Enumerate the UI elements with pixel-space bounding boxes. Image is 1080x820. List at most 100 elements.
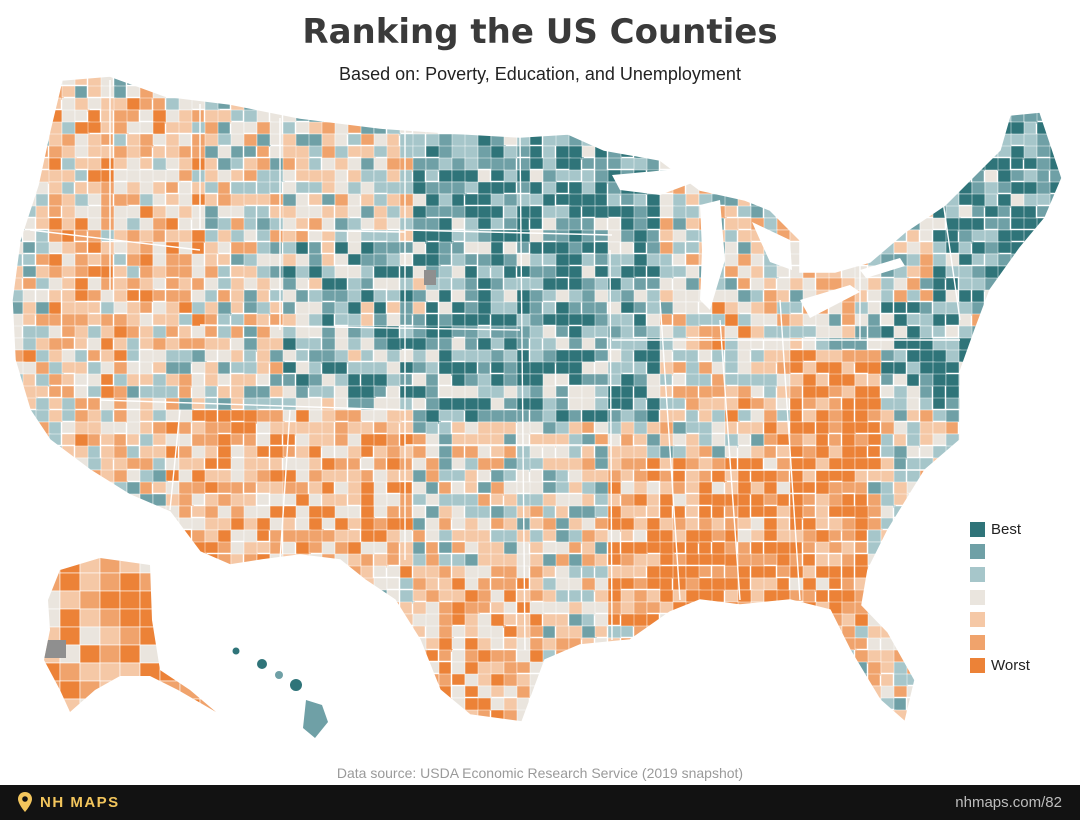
county-cell xyxy=(815,649,830,662)
county-cell xyxy=(854,721,869,722)
county-cell xyxy=(945,661,962,677)
county-cell xyxy=(984,421,1000,436)
county-cell xyxy=(412,685,426,700)
county-cell xyxy=(763,445,777,460)
county-cell xyxy=(724,121,739,136)
county-cell xyxy=(22,109,37,122)
county-cell xyxy=(1063,542,1077,553)
county-cell xyxy=(1049,541,1062,557)
county-cell xyxy=(776,445,792,458)
county-cell xyxy=(35,685,49,700)
county-cell xyxy=(61,193,78,208)
county-cell xyxy=(607,397,622,410)
county-cell xyxy=(282,721,297,722)
county-cell xyxy=(880,349,897,362)
county-cell xyxy=(22,589,38,604)
county-cell xyxy=(1049,625,1062,641)
county-cell xyxy=(594,649,609,663)
county-cell xyxy=(347,493,362,506)
county-cell xyxy=(1036,385,1052,398)
county-cell xyxy=(698,397,714,411)
county-cell xyxy=(386,76,402,87)
brand-logo[interactable]: NH MAPS xyxy=(18,792,120,812)
county-cell xyxy=(12,697,23,713)
county-cell xyxy=(438,85,454,101)
county-cell xyxy=(425,685,441,701)
county-cell xyxy=(659,145,674,158)
county-cell xyxy=(347,109,361,125)
county-cell xyxy=(945,445,960,460)
footer-url[interactable]: nhmaps.com/82 xyxy=(955,794,1062,811)
county-cell xyxy=(555,685,569,698)
county-cell xyxy=(256,457,270,471)
county-cell xyxy=(854,469,868,484)
county-cell xyxy=(581,85,596,98)
county-cell xyxy=(334,493,348,508)
county-cell xyxy=(44,608,61,628)
county-cell xyxy=(451,709,467,722)
county-cell xyxy=(581,661,595,677)
county-cell xyxy=(61,385,75,399)
county-cell xyxy=(763,505,780,518)
county-cell xyxy=(503,601,517,614)
county-cell xyxy=(1063,374,1078,387)
county-cell xyxy=(269,625,283,638)
county-cell xyxy=(438,517,452,532)
county-cell xyxy=(451,541,468,554)
county-cell xyxy=(204,337,219,351)
county-cell xyxy=(516,337,530,350)
county-cell xyxy=(217,505,233,520)
county-cell xyxy=(555,541,571,556)
county-cell xyxy=(321,433,335,448)
county-cell xyxy=(477,205,493,220)
county-cell xyxy=(334,85,348,101)
county-cell xyxy=(724,625,740,641)
county-cell xyxy=(685,601,701,616)
county-cell xyxy=(1049,709,1062,722)
county-cell xyxy=(152,613,169,627)
county-cell xyxy=(74,277,91,291)
county-cell xyxy=(932,421,948,435)
county-cell xyxy=(451,325,467,338)
county-cell xyxy=(373,349,390,363)
county-cell xyxy=(12,457,23,472)
county-cell xyxy=(256,721,270,722)
county-cell xyxy=(828,85,844,101)
county-cell xyxy=(399,721,415,722)
county-cell xyxy=(22,625,36,638)
county-cell xyxy=(256,565,273,581)
county-cell xyxy=(477,625,494,639)
county-cell xyxy=(919,109,933,122)
county-cell xyxy=(646,505,660,518)
county-cell xyxy=(22,361,38,376)
county-cell xyxy=(542,625,556,640)
map-title: Ranking the US Counties xyxy=(302,12,778,52)
county-cell xyxy=(35,385,49,398)
county-cell xyxy=(217,685,231,701)
county-cell xyxy=(490,397,506,411)
county-cell xyxy=(1010,289,1026,303)
county-cell xyxy=(841,253,856,266)
county-cell xyxy=(854,169,870,183)
county-cell xyxy=(529,505,545,518)
county-cell xyxy=(126,541,140,554)
county-cell xyxy=(152,445,167,459)
county-cell xyxy=(282,349,297,362)
county-cell xyxy=(737,529,754,544)
county-cell xyxy=(204,217,220,230)
county-cell xyxy=(815,493,831,507)
county-cell xyxy=(1049,385,1062,399)
county-cell xyxy=(360,193,375,207)
county-cell xyxy=(698,481,714,495)
county-cell xyxy=(256,709,270,722)
county-cell xyxy=(867,421,881,434)
county-cell xyxy=(685,481,701,494)
county-cell xyxy=(191,253,205,268)
county-cell xyxy=(672,577,688,591)
county-cell xyxy=(906,109,920,123)
county-cell xyxy=(581,361,595,375)
county-cell xyxy=(22,76,39,88)
county-cell xyxy=(789,697,803,713)
county-cell xyxy=(1063,362,1077,373)
county-cell xyxy=(620,457,635,471)
